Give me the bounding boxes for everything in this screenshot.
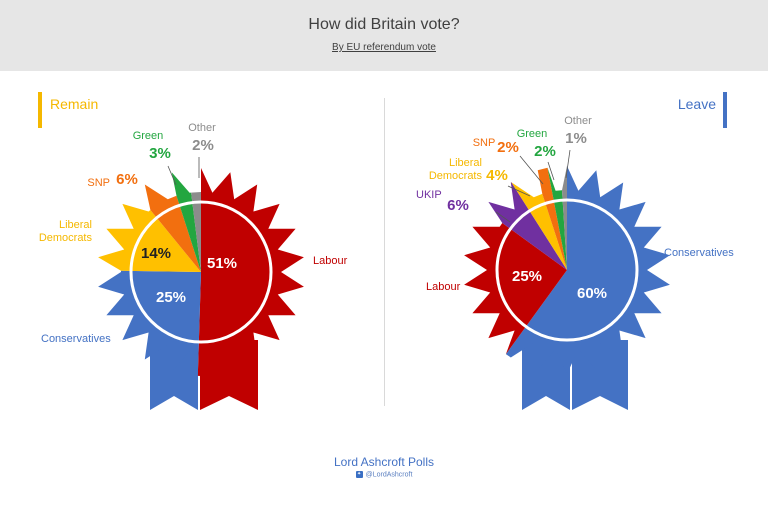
label-other: Other (188, 122, 216, 134)
label-snp: SNP (87, 177, 110, 189)
label-conservatives: Conservatives (664, 247, 734, 259)
panel-divider (384, 98, 385, 406)
leader-line-3 (519, 155, 544, 185)
leave-rosette: Conservatives 60% Labour 25% UKIP 6% Liberal De… (416, 115, 734, 410)
leader-line-1 (495, 211, 511, 223)
footer-handle: @LordAshcroft (365, 471, 413, 479)
value-snp: 6% (116, 171, 138, 188)
chart-subtitle: By EU referendum vote (332, 42, 436, 53)
slice-snp (537, 167, 567, 270)
rosette-ring (495, 198, 639, 342)
label-labour: Labour (426, 281, 461, 293)
footer-brand: Lord Ashcroft Polls (333, 455, 435, 469)
chart-title: How did Britain vote? (308, 16, 460, 33)
rosette-ring (129, 200, 273, 344)
slice-ukip (488, 182, 567, 270)
slice-liberal-democrats (98, 203, 201, 272)
value-liberal-democrats: 4% (486, 167, 508, 184)
label-ukip: UKIP (416, 189, 442, 201)
ribbon-tail-2 (200, 340, 258, 410)
value-green: 3% (149, 145, 171, 162)
value-conservatives: 25% (156, 289, 186, 306)
slice-labour (464, 223, 567, 355)
ribbon-tail-1 (522, 340, 570, 410)
label-conservatives: Conservatives (41, 333, 111, 345)
slice-green (547, 167, 567, 270)
slice-snp (144, 184, 201, 272)
slice-labour (197, 168, 304, 376)
leader-line-4 (547, 161, 555, 181)
label-green: Green (133, 130, 164, 142)
value-other: 1% (565, 130, 587, 147)
label-other: Other (564, 115, 592, 127)
slice-other (562, 166, 567, 270)
label-labour: Labour (313, 255, 348, 267)
value-labour: 51% (207, 255, 237, 272)
value-labour: 25% (512, 268, 542, 285)
remain-rosette: Labour 51% Conservatives 25% Liberal Democrat… (39, 122, 348, 410)
leader-line-2 (507, 185, 531, 197)
slice-liberal-democrats (511, 182, 567, 270)
twitter-bird-icon: ✦ (355, 471, 363, 478)
value-liberal-democrats: 14% (141, 245, 171, 262)
footer-handle-row: ✦ @LordAshcroft (0, 471, 768, 478)
slice-green (171, 172, 201, 272)
label-green: Green (517, 128, 548, 140)
value-conservatives: 60% (577, 285, 607, 302)
leader-line-1 (167, 165, 177, 186)
label-liberal-democrats: Liberal Democrats (429, 157, 483, 182)
slice-conservatives (98, 270, 201, 376)
value-green: 2% (534, 143, 556, 160)
leave-accent-bar (723, 92, 727, 128)
label-snp: SNP (473, 137, 496, 149)
value-other: 2% (192, 137, 214, 154)
header-banner: How did Britain vote? By EU referendum v… (0, 0, 768, 71)
leader-line-5 (565, 149, 571, 179)
remain-panel-title: Remain (50, 96, 99, 112)
label-liberal-democrats: Liberal Democrats (39, 219, 93, 244)
value-snp: 2% (497, 139, 519, 156)
slice-other (191, 192, 201, 272)
slice-conservatives (505, 166, 670, 374)
leave-panel-title: Leave (677, 96, 716, 112)
remain-accent-bar (38, 92, 42, 128)
value-ukip: 6% (447, 197, 469, 214)
ribbon-tail-1 (150, 340, 198, 410)
